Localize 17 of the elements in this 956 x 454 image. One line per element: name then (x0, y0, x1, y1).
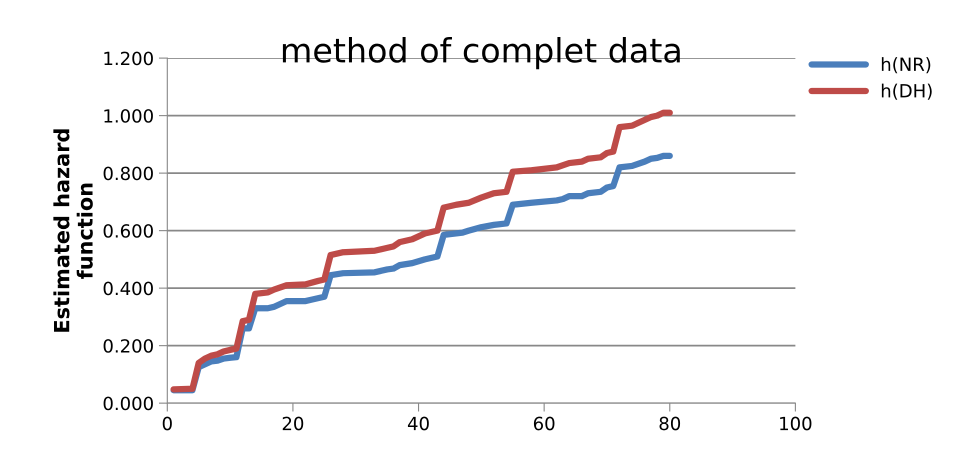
legend-label: h(DH) (882, 84, 932, 100)
y-tick-label: 0.800 (104, 166, 153, 180)
y-tick-label: 0.200 (104, 339, 153, 353)
x-tick-label: 100 (780, 416, 812, 430)
chart-title: method of complet data (282, 36, 680, 70)
legend-label: h(NR) (882, 57, 930, 74)
y-tick-label: 1.000 (104, 109, 153, 123)
y-tick-label: 1.200 (104, 52, 153, 66)
y-tick-label: 0.400 (104, 282, 153, 296)
y-tick-label: 0.600 (104, 224, 153, 238)
x-tick-label: 20 (282, 416, 304, 430)
x-tick-label: 40 (408, 416, 429, 430)
y-axis-title: Estimated hazard function (53, 129, 93, 332)
x-tick-label: 0 (162, 416, 172, 430)
x-tick-label: 80 (660, 416, 680, 430)
y-tick-label: 0.000 (104, 396, 153, 410)
x-tick-label: 60 (534, 416, 554, 430)
